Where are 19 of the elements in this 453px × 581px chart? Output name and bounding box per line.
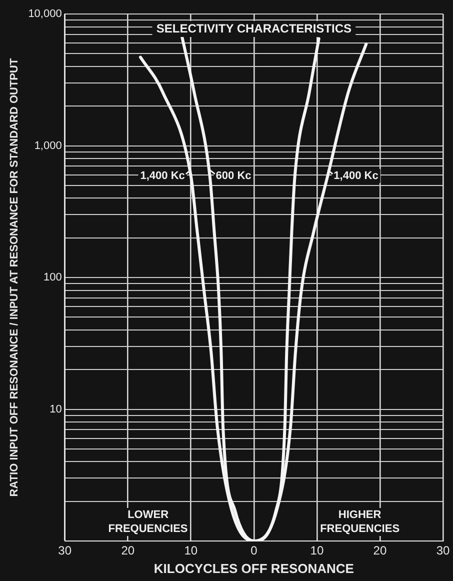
annotation: HIGHER FREQUENCIES xyxy=(320,509,400,536)
annotation: LOWER FREQUENCIES xyxy=(108,509,188,536)
x-tick-label: 0 xyxy=(250,544,258,558)
y-axis-title: RATIO INPUT OFF RESONANCE / INPUT AT RESONANCE FOR STANDARD OUTPUT xyxy=(8,58,21,497)
y-tick-label: 1,000 xyxy=(34,140,62,152)
x-tick-label: 10 xyxy=(184,544,198,558)
x-tick-label: 30 xyxy=(58,544,72,558)
x-tick-label: 20 xyxy=(121,544,135,558)
y-tick-label: 10 xyxy=(50,403,62,416)
text: SELECTIVITY CHARACTERISTICS xyxy=(156,21,352,36)
x-tick-label: 20 xyxy=(373,544,387,558)
y-tick-label: 10,000 xyxy=(28,8,62,20)
annotation: 600 Kc xyxy=(216,170,252,182)
x-tick-label: 30 xyxy=(436,544,450,558)
x-axis-title: KILOCYCLES OFF RESONANCE xyxy=(154,560,354,576)
y-tick-label: 100 xyxy=(43,272,62,284)
annotation: 1,400 Kc xyxy=(140,170,185,182)
annotation: 1,400 Kc xyxy=(334,170,378,182)
x-tick-label: 10 xyxy=(310,544,324,558)
